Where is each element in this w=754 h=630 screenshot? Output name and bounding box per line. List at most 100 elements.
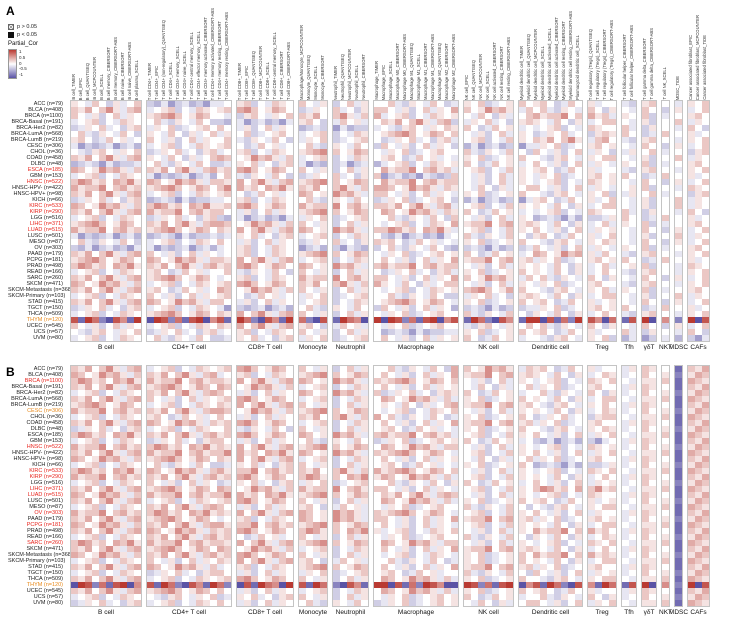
heatmap-cell [423,323,430,329]
heatmap-cell [120,263,127,269]
heatmap-cell [113,161,120,167]
heatmap-cell [279,576,286,582]
heatmap-cell [437,293,444,299]
heatmap-cell [595,305,602,311]
column-header-label: Macrophage M2_CIBERSORT-ABS [451,33,456,101]
heatmap-cell [272,552,279,558]
heatmap-cell [313,408,320,414]
heatmap-cell [506,311,513,317]
heatmap-cell [306,251,313,257]
column-header-label: Macrophage M0_CIBERSORT [395,43,400,100]
heatmap-cell [237,408,244,414]
heatmap-cell [127,329,134,335]
heatmap-cell [196,305,203,311]
heatmap-cell [388,287,395,293]
column-header: Macrophage M2_CIBERSORT [443,4,450,100]
heatmap-cell [189,552,196,558]
heatmap-cell [688,281,695,287]
heatmap-cell [279,167,286,173]
heatmap-cell [675,221,682,227]
heatmap-cell [127,263,134,269]
heatmap-cell [554,305,561,311]
heatmap-cell [333,426,340,432]
heatmap-cell [464,155,471,161]
heatmap-cell [506,287,513,293]
heatmap-cell [224,209,231,215]
heatmap-cell [299,311,306,317]
heatmap-cell [354,444,361,450]
heatmap-cell [642,209,649,215]
heatmap-cell [575,281,582,287]
heatmap-cell [134,125,141,131]
heatmap-cell [168,510,175,516]
heatmap-cell [499,173,506,179]
heatmap-cell [120,161,127,167]
heatmap-cell [147,227,154,233]
heatmap-cell [134,323,141,329]
heatmap-cell [161,113,168,119]
heatmap-cell [554,131,561,137]
heatmap-cells [587,100,617,342]
row-label: ESCA (n=185) [27,167,63,173]
heatmap-cell [347,275,354,281]
heatmap-cell [354,366,361,372]
heatmap-cell [127,275,134,281]
column-header: Macrophage_XCELL [387,4,394,100]
row-label: BRCA (n=1100) [24,378,63,384]
heatmap-cell [575,185,582,191]
heatmap-cell [113,534,120,540]
cell-type-label-text: NK cell [478,344,499,351]
heatmap-cell [161,269,168,275]
heatmap-cell [347,287,354,293]
heatmap-cell [78,570,85,576]
heatmap-cell [175,155,182,161]
column-header: T cell CD4+ memory resting_CIBERSORT-ABS [223,4,230,100]
heatmap-cell [416,317,423,323]
heatmap-cell [147,474,154,480]
heatmap-cell [279,239,286,245]
heatmap-cell [354,384,361,390]
cell-type-label: CD8+ T cell [236,342,294,355]
column-header-label: T cell gamma delta_CIBERSORT-ABS [649,28,654,100]
heatmap-cell [175,305,182,311]
heatmap-cell [182,552,189,558]
column-header: Myeloid dendritic cell resting_CIBERSORT [560,4,567,100]
heatmap-cell [526,329,533,335]
heatmap-cell [320,480,327,486]
heatmap-cell [642,245,649,251]
column-header-label: B cell_XCELL [99,74,104,100]
heatmap-cell [602,203,609,209]
heatmap-cell [595,173,602,179]
heatmap-cell [182,510,189,516]
heatmap-cell [196,125,203,131]
heatmap-cell [374,137,381,143]
heatmap-cell [299,275,306,281]
heatmap-cell [92,552,99,558]
heatmap-cell [568,119,575,125]
heatmap-cell [333,317,340,323]
heatmap-cells [687,100,710,342]
heatmap-cell [244,137,251,143]
heatmap-cell [196,366,203,372]
heatmap-cell [568,311,575,317]
heatmap-cell [588,143,595,149]
heatmap-cell [416,113,423,119]
heatmap-cell [92,534,99,540]
heatmap-cell [85,594,92,600]
heatmap-cell [134,396,141,402]
heatmap-cell [244,468,251,474]
heatmap-cell [265,468,272,474]
heatmap-cell [120,227,127,233]
heatmap-cell [175,504,182,510]
heatmap-cell [526,191,533,197]
heatmap-cell [568,317,575,323]
heatmap-cell [347,173,354,179]
heatmap-cell [99,534,106,540]
heatmap-cell [265,528,272,534]
heatmap-cell [251,600,258,606]
heatmap-cell [71,221,78,227]
heatmap-cell [588,101,595,107]
heatmap-cell [642,233,649,239]
heatmap-cell [244,257,251,263]
heatmap-cell [168,540,175,546]
